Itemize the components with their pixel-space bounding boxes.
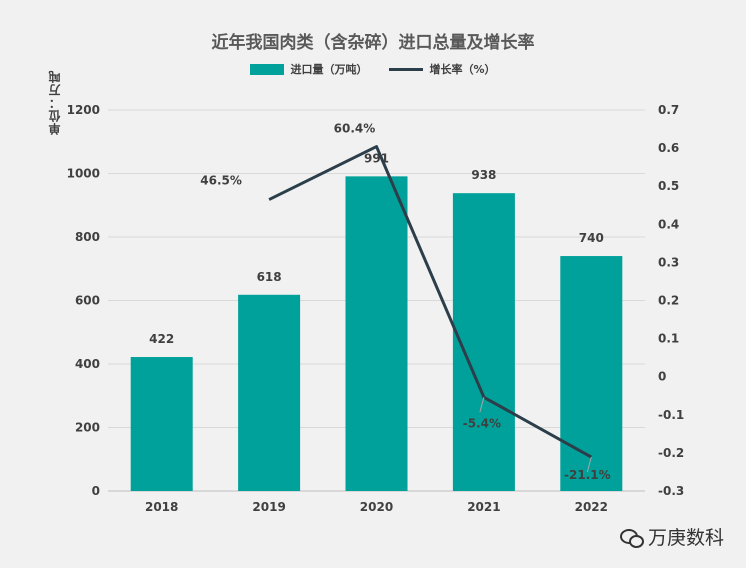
y-right-tick-label: 0.7 <box>658 103 679 117</box>
growth-rate-line <box>268 145 593 459</box>
y-left-tick-label: 400 <box>75 357 100 371</box>
legend-bar-label: 进口量（万吨） <box>290 63 368 76</box>
growth-rate-label: 60.4% <box>334 122 376 136</box>
x-tick-label: 2020 <box>360 500 393 514</box>
y-right-tick-label: 0.3 <box>658 255 679 269</box>
bar-2020 <box>345 176 408 492</box>
bar-2019 <box>238 294 301 491</box>
y-left-tick-label: 800 <box>75 230 100 244</box>
legend-item-bar: 进口量（万吨） <box>250 61 367 77</box>
legend: 进口量（万吨） 增长率（%） <box>0 61 746 77</box>
chart-title: 近年我国肉类（含杂碎）进口总量及增长率 <box>211 33 535 53</box>
legend-line-label: 增长率（%） <box>429 63 496 76</box>
y-right-tick-label: 0 <box>658 370 666 384</box>
y-right-tick-label: -0.2 <box>658 446 684 460</box>
watermark-text: 万庚数科 <box>647 527 724 549</box>
y-left-tick-label: 1000 <box>67 167 100 181</box>
leader-line <box>479 397 485 413</box>
x-tick-label: 2018 <box>145 500 178 514</box>
x-tick-label: 2019 <box>252 500 285 514</box>
y-left-tick-label: 200 <box>75 421 100 435</box>
y-right-tick-label: -0.3 <box>658 484 684 498</box>
y-right-tick-label: 0.2 <box>658 294 679 308</box>
y-left-tick-label: 0 <box>92 484 100 498</box>
legend-bar-swatch <box>250 63 285 75</box>
legend-line-swatch <box>389 67 424 71</box>
growth-rate-label: 46.5% <box>200 174 242 188</box>
leader-line <box>586 456 592 473</box>
y-right-tick-label: 0.5 <box>658 179 679 193</box>
y-left-tick-label: 600 <box>75 294 100 308</box>
watermark: 万庚数科 <box>619 523 724 550</box>
y-right-tick-label: -0.1 <box>658 408 684 422</box>
bar-value-label: 422 <box>149 332 174 346</box>
y-right-tick-label: 0.6 <box>658 141 679 155</box>
bar-2018 <box>130 357 193 491</box>
y-right-tick-label: 0.4 <box>658 217 679 231</box>
bar-2021 <box>452 193 515 491</box>
bar-value-label: 618 <box>257 270 282 284</box>
growth-rate-label: -5.4% <box>463 416 501 430</box>
wechat-icon <box>619 528 644 548</box>
growth-rate-label: -21.1% <box>564 468 611 482</box>
y-right-tick-label: 0.1 <box>658 332 679 346</box>
bar-value-label: 740 <box>579 231 604 245</box>
x-tick-label: 2021 <box>467 500 500 514</box>
y-left-tick-label: 1200 <box>67 103 100 117</box>
legend-item-line: 增长率（%） <box>389 61 496 77</box>
bar-2022 <box>560 256 623 491</box>
x-tick-label: 2022 <box>575 500 608 514</box>
bar-value-label: 938 <box>471 168 496 182</box>
